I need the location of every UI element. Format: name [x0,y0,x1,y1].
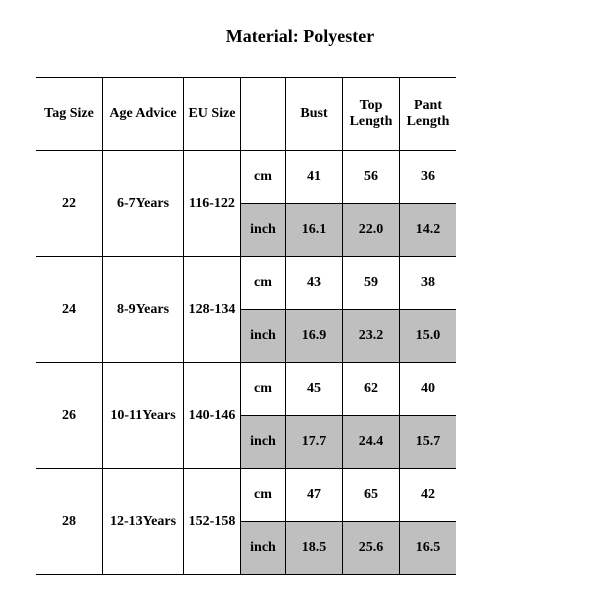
cell-pant-length-inch: 14.2 [400,204,457,257]
cell-age-advice: 12-13Years [103,469,184,575]
cell-top-length-cm: 56 [343,151,400,204]
table-row: 22 6-7Years 116-122 cm 41 56 36 [36,151,456,204]
col-top-length: Top Length [343,78,400,151]
cell-pant-length-inch: 15.7 [400,416,457,469]
cell-top-length-cm: 59 [343,257,400,310]
cell-bust-cm: 47 [286,469,343,522]
cell-tag-size: 26 [36,363,103,469]
cell-bust-inch: 18.5 [286,522,343,575]
cell-eu-size: 152-158 [184,469,241,575]
material-title: Material: Polyester [0,26,600,47]
cell-bust-cm: 45 [286,363,343,416]
cell-age-advice: 6-7Years [103,151,184,257]
col-tag-size: Tag Size [36,78,103,151]
cell-pant-length-inch: 15.0 [400,310,457,363]
table-row: 26 10-11Years 140-146 cm 45 62 40 [36,363,456,416]
cell-unit-cm: cm [241,363,286,416]
cell-tag-size: 28 [36,469,103,575]
cell-pant-length-cm: 42 [400,469,457,522]
col-bust: Bust [286,78,343,151]
cell-bust-cm: 43 [286,257,343,310]
cell-age-advice: 10-11Years [103,363,184,469]
cell-top-length-inch: 24.4 [343,416,400,469]
size-table: Tag Size Age Advice EU Size Bust Top Len… [36,77,456,575]
cell-age-advice: 8-9Years [103,257,184,363]
cell-bust-inch: 16.1 [286,204,343,257]
cell-pant-length-cm: 38 [400,257,457,310]
size-chart-page: Material: Polyester Tag Size Age Advice … [0,0,600,600]
table-row: 24 8-9Years 128-134 cm 43 59 38 [36,257,456,310]
cell-pant-length-cm: 40 [400,363,457,416]
cell-pant-length-cm: 36 [400,151,457,204]
cell-eu-size: 140-146 [184,363,241,469]
cell-tag-size: 22 [36,151,103,257]
cell-eu-size: 116-122 [184,151,241,257]
cell-pant-length-inch: 16.5 [400,522,457,575]
cell-top-length-cm: 65 [343,469,400,522]
cell-unit-cm: cm [241,469,286,522]
cell-top-length-inch: 25.6 [343,522,400,575]
cell-bust-inch: 17.7 [286,416,343,469]
cell-top-length-inch: 23.2 [343,310,400,363]
cell-eu-size: 128-134 [184,257,241,363]
col-pant-length: Pant Length [400,78,457,151]
cell-unit-cm: cm [241,257,286,310]
col-eu-size: EU Size [184,78,241,151]
cell-tag-size: 24 [36,257,103,363]
table-row: 28 12-13Years 152-158 cm 47 65 42 [36,469,456,522]
header-row: Tag Size Age Advice EU Size Bust Top Len… [36,78,456,151]
cell-bust-cm: 41 [286,151,343,204]
cell-unit-inch: inch [241,416,286,469]
cell-top-length-inch: 22.0 [343,204,400,257]
cell-top-length-cm: 62 [343,363,400,416]
col-age-advice: Age Advice [103,78,184,151]
cell-bust-inch: 16.9 [286,310,343,363]
cell-unit-inch: inch [241,310,286,363]
cell-unit-inch: inch [241,204,286,257]
cell-unit-inch: inch [241,522,286,575]
cell-unit-cm: cm [241,151,286,204]
col-unit [241,78,286,151]
